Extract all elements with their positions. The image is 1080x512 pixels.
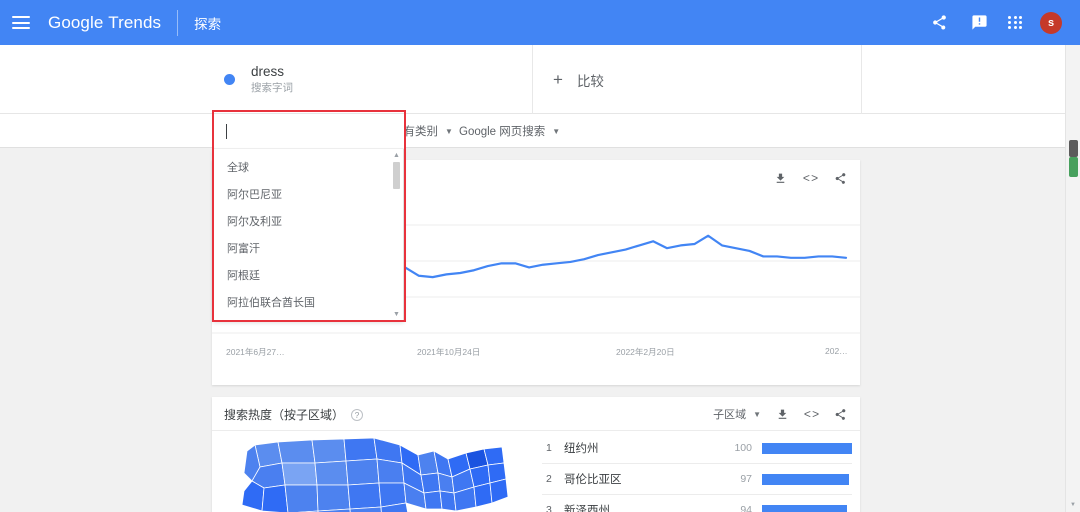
rank-number: 2 [546,473,552,485]
app-bar: Google Trends 探索 s [0,0,1080,45]
menu-item-location[interactable]: 阿尔巴尼亚 [227,188,282,201]
region-card-title-wrap: 搜索热度（按子区域） ? [224,406,364,423]
search-term-card[interactable]: dress 搜索字词 [212,45,532,114]
scrollbar-thumb[interactable] [393,162,400,189]
plus-icon: + [553,69,563,89]
x-tick-label: 2021年6月27… [226,347,285,357]
search-term-text: dress [251,64,285,79]
table-row[interactable]: 2 哥伦比亚区 97 [542,464,852,495]
table-row[interactable]: 3 新泽西州 94 [542,495,852,512]
menu-item-location[interactable]: 阿富汗 [227,242,260,255]
query-row: dress 搜索字词 + 比较 [0,45,1080,114]
region-card-tools: 子区域 ▼ < > [713,406,848,422]
filter-bar: 所有类别 ▼ Google 网页搜索 ▼ [0,114,1080,148]
region-card-title: 搜索热度（按子区域） [224,408,345,422]
region-bar-track [762,504,852,512]
download-icon[interactable] [774,406,790,422]
timeline-card-tools: < > [772,170,848,186]
hamburger-menu-icon[interactable] [12,16,30,29]
subregion-select[interactable]: 子区域 ▼ [713,406,761,422]
page-scrollbar[interactable]: ▼ [1065,45,1080,512]
region-name: 新泽西州 [564,505,610,512]
region-card-divider [212,430,860,431]
brand-trends-text: Trends [108,12,162,32]
menu-item-location[interactable]: 全球 [227,161,249,174]
region-rank-list: 1 纽约州 100 2 哥伦比亚区 97 3 新泽西州 94 [542,433,852,512]
menu-item-location[interactable]: 阿根廷 [227,269,260,282]
search-source-label: Google 网页搜索 [459,126,546,138]
region-value: 97 [740,473,752,485]
region-value: 100 [734,442,752,454]
download-icon[interactable] [772,170,788,186]
region-bar [762,473,850,485]
region-name: 哥伦比亚区 [564,474,622,486]
scroll-down-arrow-icon[interactable]: ▼ [393,311,400,318]
scrollbar-thumb[interactable] [1069,140,1078,157]
apps-grid-icon[interactable] [1008,15,1022,30]
scroll-up-arrow-icon[interactable]: ▲ [393,152,400,159]
embed-code-icon[interactable]: < > [803,407,819,421]
chevron-down-icon: ▼ [552,126,561,136]
chevron-down-icon: ▼ [445,126,453,136]
chart-x-axis-labels: 2021年6月27… 2021年10月24日 2022年2月20日 202… [212,346,860,362]
share-icon[interactable] [832,170,848,186]
compare-cell-divider [861,45,862,114]
x-tick-label: 202… [825,346,848,356]
explore-link[interactable]: 探索 [194,16,222,32]
scrollbar-position-marker [1069,157,1078,177]
query-cell-divider [532,45,533,114]
text-cursor [226,123,227,139]
region-bar-track [762,442,852,454]
rank-number: 3 [546,504,552,512]
series-color-dot [224,74,235,85]
us-choropleth-map[interactable] [222,433,532,512]
appbar-divider [177,9,179,36]
rank-number: 1 [546,442,552,454]
avatar[interactable]: s [1040,11,1062,34]
region-bar [762,442,852,454]
region-bar-track [762,473,852,485]
appbar-actions: s [928,11,1080,34]
table-row[interactable]: 1 纽约州 100 [542,433,852,464]
region-bar [762,504,847,512]
brand-google-text: Google [48,12,104,32]
location-autocomplete-dropdown[interactable]: 全球 阿尔巴尼亚 阿尔及利亚 阿富汗 阿根廷 阿拉伯联合酋长国 ▲ ▼ [213,149,404,321]
region-name: 纽约州 [564,443,599,455]
embed-code-icon[interactable]: < > [802,171,818,185]
region-value: 94 [740,504,752,512]
scroll-down-arrow-icon[interactable]: ▼ [1070,502,1076,508]
menu-item-location[interactable]: 阿拉伯联合酋长国 [227,296,315,309]
dropdown-scrollbar[interactable]: ▲ ▼ [391,150,402,320]
search-source-filter[interactable]: Google 网页搜索 ▼ [459,114,560,148]
share-icon[interactable] [832,406,848,422]
feedback-icon[interactable] [968,12,990,34]
compare-label: 比较 [576,73,604,89]
chevron-down-icon: ▼ [753,409,761,419]
us-map-svg [241,437,509,512]
add-comparison-button[interactable]: + 比较 [533,45,861,114]
location-search-input[interactable] [213,114,404,148]
x-tick-label: 2022年2月20日 [616,347,675,357]
help-icon[interactable]: ? [351,408,364,421]
share-icon[interactable] [928,12,950,34]
brand-logo[interactable]: Google Trends [48,13,161,33]
subregion-select-label: 子区域 [713,409,747,421]
menu-item-location[interactable]: 阿尔及利亚 [227,215,282,228]
x-tick-label: 2021年10月24日 [417,347,481,357]
search-term-type: 搜索字词 [251,82,293,94]
interest-by-subregion-card: 搜索热度（按子区域） ? 子区域 ▼ < > [212,397,860,512]
